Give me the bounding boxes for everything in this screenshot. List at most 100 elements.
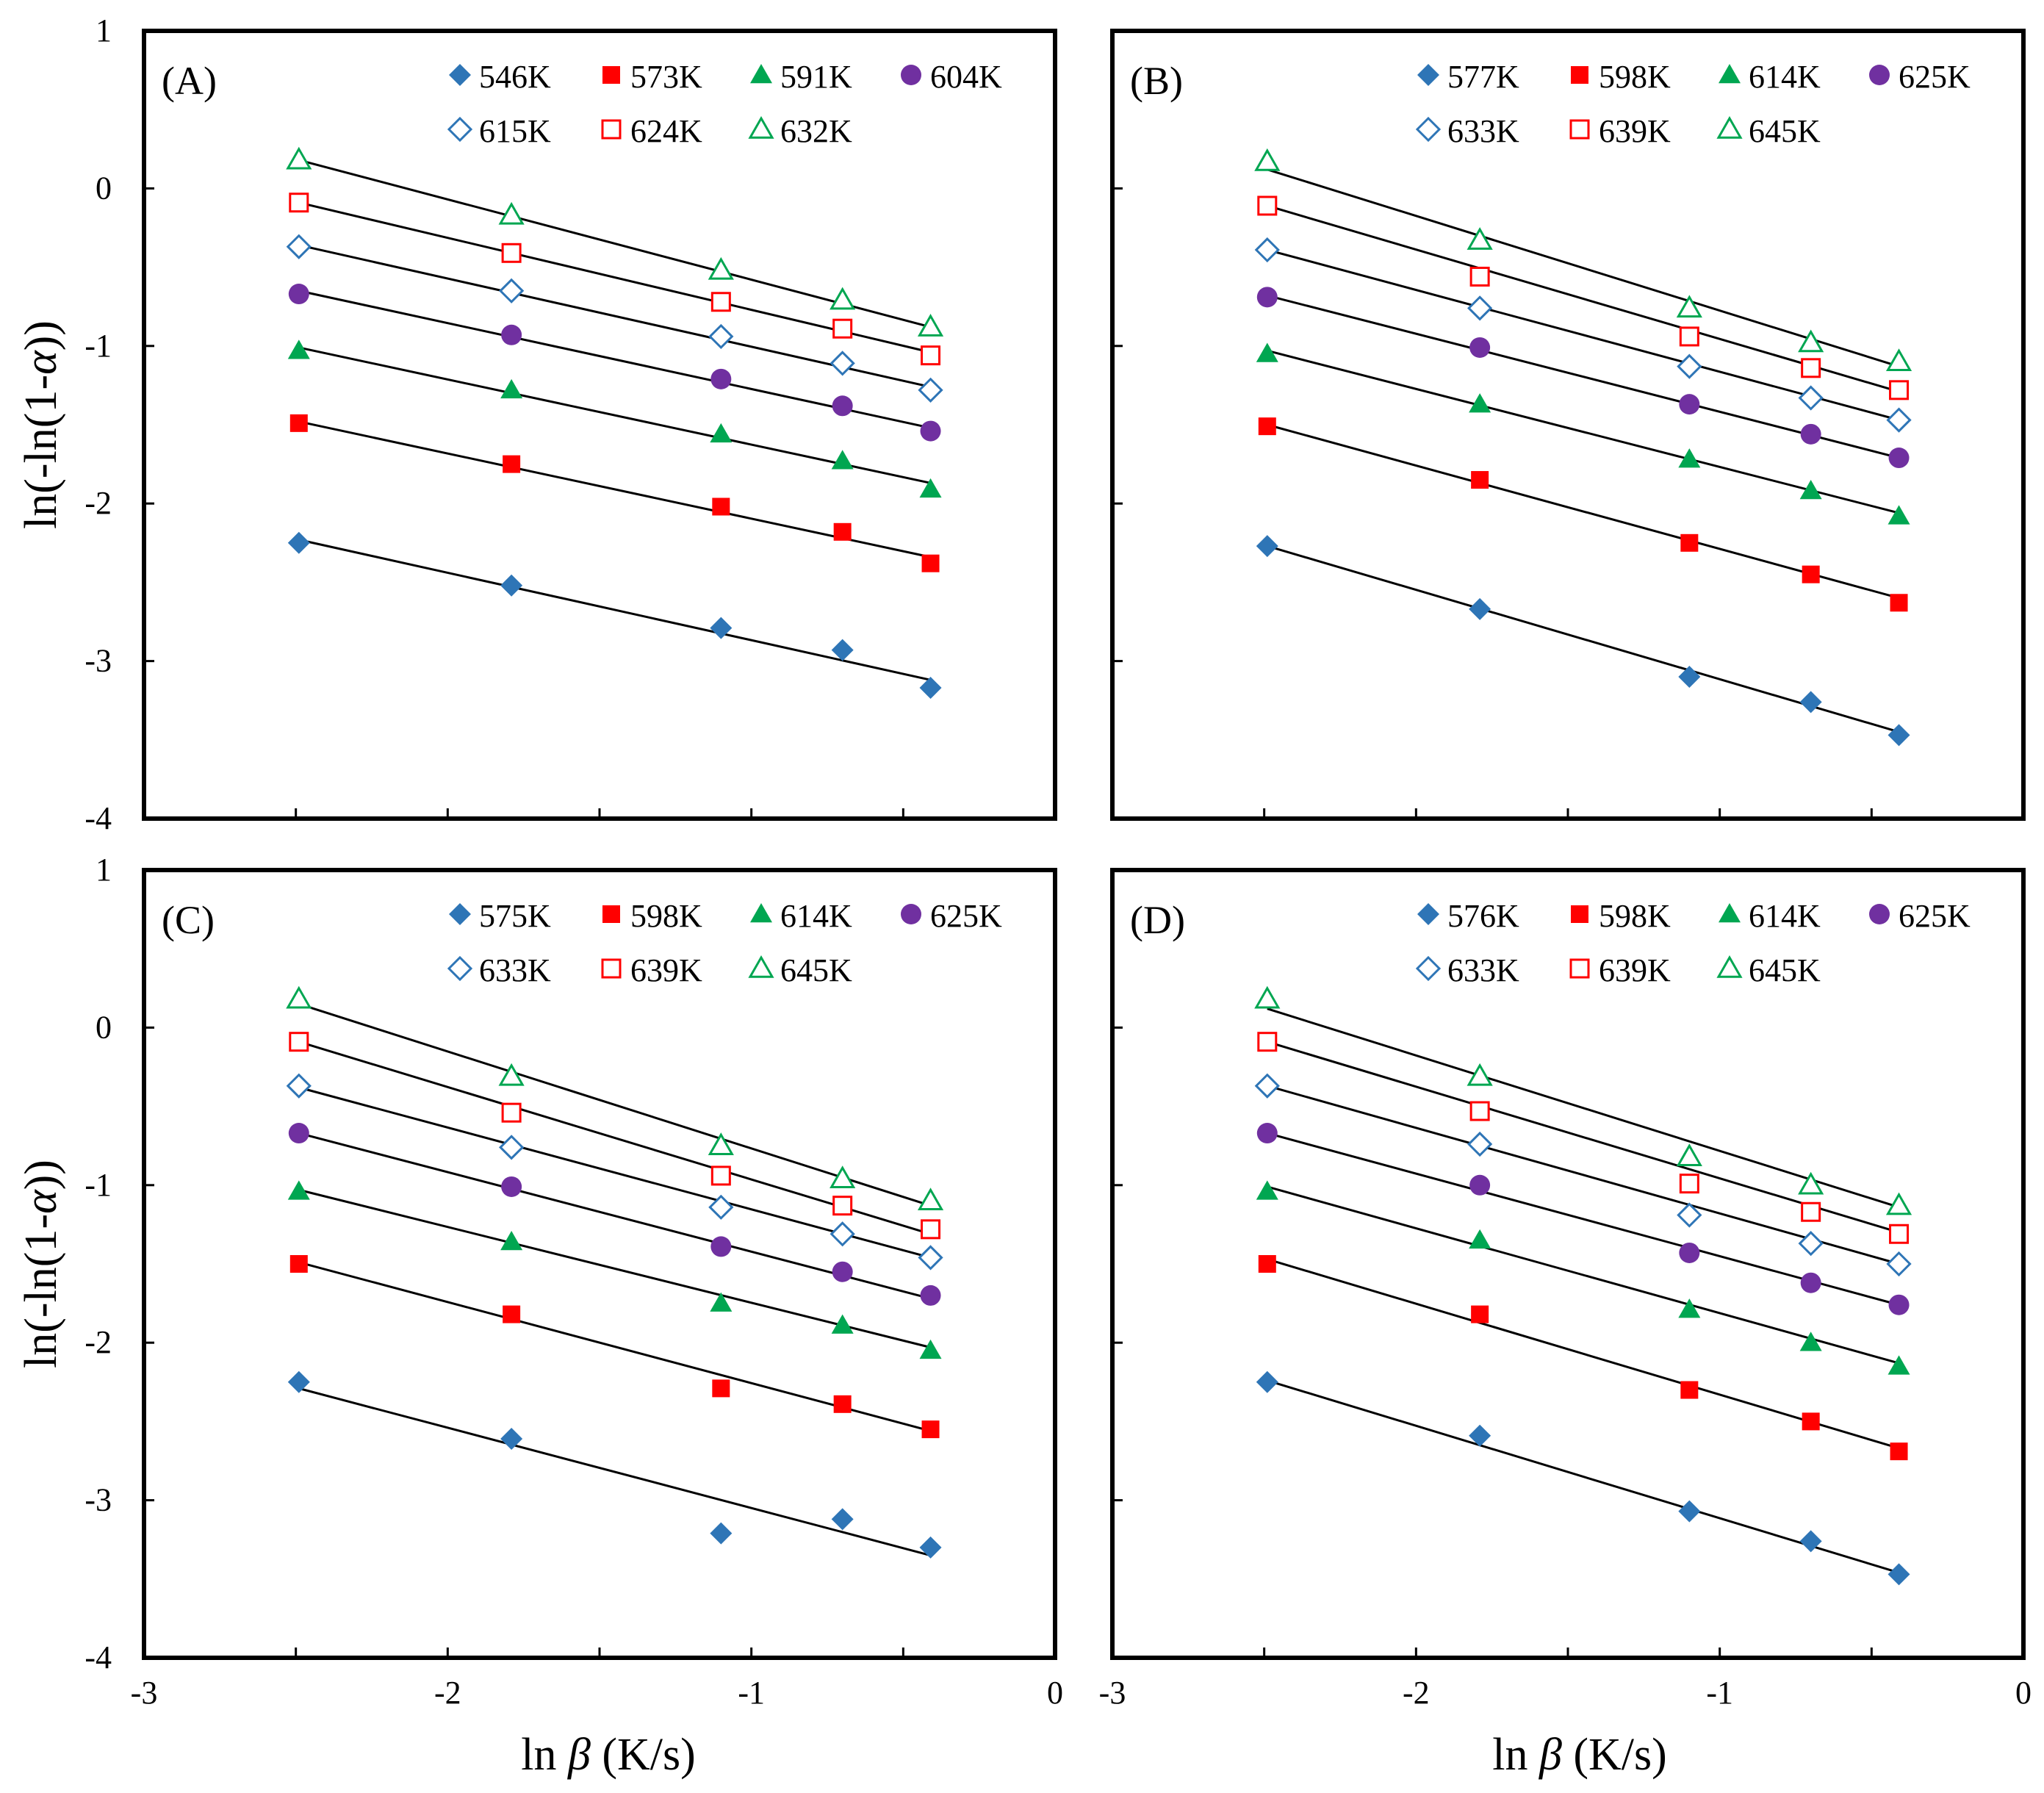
legend-label: 598K xyxy=(1599,898,1671,934)
data-point-639K xyxy=(1889,380,1910,400)
data-point-573K xyxy=(833,522,852,541)
data-point-625K xyxy=(1679,394,1700,415)
axis-title-part: (K/s) xyxy=(591,1730,696,1780)
legend-label: 615K xyxy=(479,113,551,149)
data-point-625K xyxy=(1256,1123,1278,1144)
legend-label: 598K xyxy=(1599,59,1671,95)
series-625K xyxy=(1256,1123,1910,1315)
legend-marker-633K xyxy=(1415,955,1442,982)
fit-line-625K xyxy=(1267,1132,1899,1307)
fit-line-645K xyxy=(298,1002,931,1207)
legend-label: 573K xyxy=(630,59,702,95)
data-point-624K xyxy=(832,318,853,339)
legend-marker-598K xyxy=(1571,66,1588,84)
data-point-576K xyxy=(1469,1424,1491,1447)
series-575K xyxy=(287,1370,942,1559)
legend-marker-645K xyxy=(1716,115,1743,139)
data-point-639K xyxy=(832,1196,853,1216)
fit-line-633K xyxy=(1267,248,1899,422)
data-point-598K xyxy=(1258,417,1276,436)
legend-label: 633K xyxy=(479,952,551,988)
data-point-614K xyxy=(1469,393,1491,413)
legend-marker-625K xyxy=(1869,904,1890,924)
legend-marker-645K xyxy=(748,955,774,978)
data-point-633K xyxy=(1798,1231,1824,1257)
series-615K xyxy=(286,234,943,403)
series-604K xyxy=(288,284,941,442)
data-point-645K xyxy=(1798,1171,1824,1195)
data-point-575K xyxy=(919,1536,942,1559)
data-point-573K xyxy=(289,414,308,432)
legend-label: 639K xyxy=(1599,113,1671,149)
data-point-614K xyxy=(1888,505,1910,525)
data-point-633K xyxy=(1467,1131,1493,1157)
legend-label: 614K xyxy=(1749,59,1821,95)
data-point-639K xyxy=(1801,1201,1821,1222)
data-point-614K xyxy=(831,1314,854,1334)
fit-line-633K xyxy=(1267,1085,1899,1265)
y-axis-title-top: ln(-ln(1-α)) xyxy=(16,320,66,529)
x-tick-label: -3 xyxy=(1099,1675,1126,1711)
data-point-625K xyxy=(710,1236,732,1257)
x-tick-label: -3 xyxy=(131,1675,158,1711)
data-point-598K xyxy=(921,1420,940,1439)
data-point-598K xyxy=(833,1395,852,1413)
data-point-614K xyxy=(287,1180,310,1200)
y-tick-label: -2 xyxy=(84,485,112,521)
data-point-604K xyxy=(710,368,732,389)
series-633K xyxy=(1254,1073,1912,1277)
data-point-633K xyxy=(1677,353,1702,379)
data-point-625K xyxy=(832,1261,853,1282)
legend: 546K 573K 591K 604K 615K 624K 632K xyxy=(447,59,1002,149)
fit-line-573K xyxy=(298,420,931,558)
fit-line-546K xyxy=(298,539,931,681)
axis-title-symbol: α xyxy=(16,350,66,375)
legend-marker-615K xyxy=(447,116,473,143)
data-point-614K xyxy=(710,1292,733,1312)
legend: 576K 598K 614K 625K 633K 639K 645K xyxy=(1415,898,1971,988)
data-point-604K xyxy=(288,284,309,305)
legend-label: 625K xyxy=(1899,898,1971,934)
legend-label: 639K xyxy=(1599,952,1671,988)
y-tick-label: -3 xyxy=(84,643,112,679)
data-point-575K xyxy=(831,1508,854,1531)
series-645K xyxy=(286,985,944,1210)
data-point-624K xyxy=(710,292,731,312)
data-point-576K xyxy=(1678,1500,1701,1523)
legend-marker-573K xyxy=(602,66,620,84)
data-point-614K xyxy=(1469,1229,1491,1249)
data-point-604K xyxy=(920,420,941,442)
fit-line-632K xyxy=(298,159,931,328)
legend-marker-632K xyxy=(748,115,774,139)
axis-title-symbol: α xyxy=(16,1189,66,1214)
data-point-639K xyxy=(1889,1224,1910,1244)
legend-marker-633K xyxy=(1415,116,1442,143)
legend-marker-645K xyxy=(1716,955,1743,978)
fit-line-577K xyxy=(1267,545,1899,733)
y-tick-label: 1 xyxy=(96,852,112,888)
data-point-591K xyxy=(831,450,854,470)
legend-label: 633K xyxy=(1447,952,1519,988)
legend-label: 625K xyxy=(930,898,1002,934)
series-625K xyxy=(1256,287,1910,469)
data-point-633K xyxy=(1886,1251,1912,1277)
data-point-632K xyxy=(498,201,525,225)
data-point-639K xyxy=(1469,266,1490,287)
x-tick-label: 0 xyxy=(2015,1675,2032,1711)
y-axis-title-bottom: ln(-ln(1-α)) xyxy=(16,1160,66,1368)
data-point-546K xyxy=(710,617,733,639)
data-point-575K xyxy=(287,1370,310,1393)
data-point-625K xyxy=(1256,287,1278,308)
panel-0: 1 0 -1 -2 -3 -4 (A) 546K 573K 591K 604K 615K 624K 632… xyxy=(84,12,1057,836)
data-point-633K xyxy=(1254,1073,1280,1099)
axis-title-symbol: β xyxy=(567,1730,591,1780)
data-point-546K xyxy=(919,677,942,700)
fit-line-598K xyxy=(298,1261,931,1432)
legend: 577K 598K 614K 625K 633K 639K 645K xyxy=(1415,59,1971,149)
data-point-604K xyxy=(832,395,853,417)
axis-title-part: ln(-ln(1- xyxy=(16,1214,66,1368)
panel-label: (B) xyxy=(1130,59,1183,103)
data-point-615K xyxy=(830,351,855,376)
data-point-633K xyxy=(1254,237,1280,263)
data-point-633K xyxy=(1798,385,1824,411)
